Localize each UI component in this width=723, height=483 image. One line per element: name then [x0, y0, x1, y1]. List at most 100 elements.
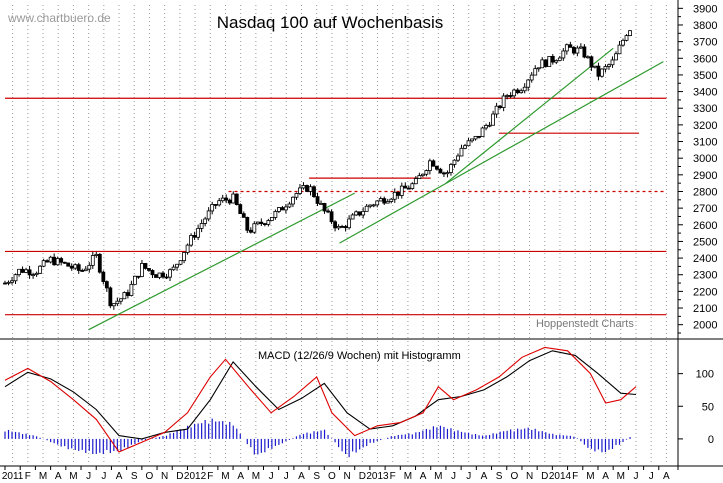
bar-body: [571, 46, 576, 54]
bar-body: [399, 185, 404, 196]
price-tick-label: 2500: [693, 236, 717, 248]
bar-body: [600, 68, 604, 77]
bar-body: [157, 272, 162, 278]
bar-body: [143, 263, 148, 269]
bar-body: [361, 210, 366, 216]
bar-body: [17, 268, 21, 276]
bar-body: [66, 262, 71, 267]
bar-body: [508, 95, 513, 97]
month-label: M: [617, 471, 625, 482]
bar-body: [427, 160, 432, 171]
month-label: J: [86, 471, 91, 482]
bar-body: [593, 65, 597, 68]
bar-body: [227, 199, 232, 204]
month-label: A: [55, 471, 62, 482]
bar-body: [389, 198, 394, 202]
bar-body: [466, 140, 471, 147]
bar-body: [175, 263, 179, 268]
bar-body: [417, 175, 422, 179]
month-label: A: [237, 471, 244, 482]
bar-body: [385, 201, 390, 204]
macd-line: [4, 346, 637, 453]
bar-body: [140, 263, 144, 277]
bar-body: [550, 55, 555, 63]
bar-body: [406, 187, 411, 190]
bar-body: [512, 89, 517, 97]
month-label: M: [404, 471, 412, 482]
bar-body: [27, 269, 32, 276]
bar-body: [280, 207, 285, 211]
month-label: M: [586, 471, 594, 482]
bar-body: [76, 264, 81, 271]
bar-body: [494, 105, 499, 115]
bar-body: [196, 228, 201, 238]
bar-body: [621, 39, 625, 46]
bar-body: [185, 244, 190, 253]
month-label: M: [252, 471, 260, 482]
bar-body: [168, 269, 172, 278]
month-label: 2012: [184, 471, 207, 482]
bar-body: [522, 86, 527, 92]
month-label: A: [481, 471, 488, 482]
bar-body: [171, 266, 176, 271]
month-label: A: [420, 471, 427, 482]
price-tick-label: 2800: [693, 186, 717, 198]
bar-body: [396, 191, 401, 196]
month-label: F: [25, 471, 31, 482]
bar-body: [554, 60, 559, 63]
month-label: J: [649, 471, 654, 482]
bar-body: [505, 95, 510, 97]
price-tick-label: 2900: [693, 170, 717, 182]
bar-body: [182, 252, 186, 262]
month-label: A: [663, 471, 670, 482]
chart-credit: Hoppenstedt Charts: [536, 318, 634, 330]
bar-body: [45, 260, 50, 263]
month-label: M: [221, 471, 229, 482]
price-tick-label: 3400: [693, 87, 717, 99]
bar-body: [210, 204, 215, 212]
bar-body: [459, 147, 464, 157]
bar-body: [234, 193, 239, 205]
bar-body: [52, 256, 57, 266]
bar-body: [111, 303, 116, 307]
bar-body: [161, 272, 165, 278]
bar-body: [420, 173, 425, 177]
bar-body: [287, 203, 292, 208]
trend-line: [445, 47, 614, 184]
price-tick-label: 3500: [693, 70, 717, 82]
bar-body: [624, 35, 629, 41]
bar-body: [371, 204, 376, 207]
bar-body: [501, 95, 506, 108]
bar-body: [97, 253, 102, 273]
bar-body: [126, 292, 130, 296]
bar-body: [322, 203, 327, 212]
bar-body: [231, 193, 236, 204]
month-label: S: [496, 471, 503, 482]
bar-body: [596, 65, 601, 77]
bar-body: [248, 229, 253, 233]
bar-body: [543, 59, 548, 67]
bar-body: [442, 172, 446, 175]
bar-body: [129, 283, 134, 296]
month-label: N: [343, 471, 350, 482]
bar-body: [298, 187, 302, 194]
bar-body: [294, 193, 299, 198]
bar-body: [350, 214, 355, 220]
price-tick-label: 3800: [693, 20, 717, 32]
bar-body: [607, 64, 611, 67]
bar-body: [276, 207, 281, 212]
month-label: D: [359, 471, 366, 482]
price-tick-label: 2600: [693, 220, 717, 232]
month-label: D: [176, 471, 183, 482]
macd-legend-label: MACD (12/26/9 Wochen) mit Histogramm: [258, 350, 461, 362]
price-tick-label: 3300: [693, 103, 717, 115]
bar-body: [6, 281, 11, 284]
bar-body: [24, 269, 28, 273]
bar-body: [343, 226, 348, 229]
bar-body: [484, 125, 488, 129]
bar-body: [628, 30, 632, 37]
bar-body: [435, 165, 439, 170]
bar-body: [431, 160, 436, 167]
bar-body: [491, 113, 495, 126]
bar-body: [477, 135, 481, 138]
